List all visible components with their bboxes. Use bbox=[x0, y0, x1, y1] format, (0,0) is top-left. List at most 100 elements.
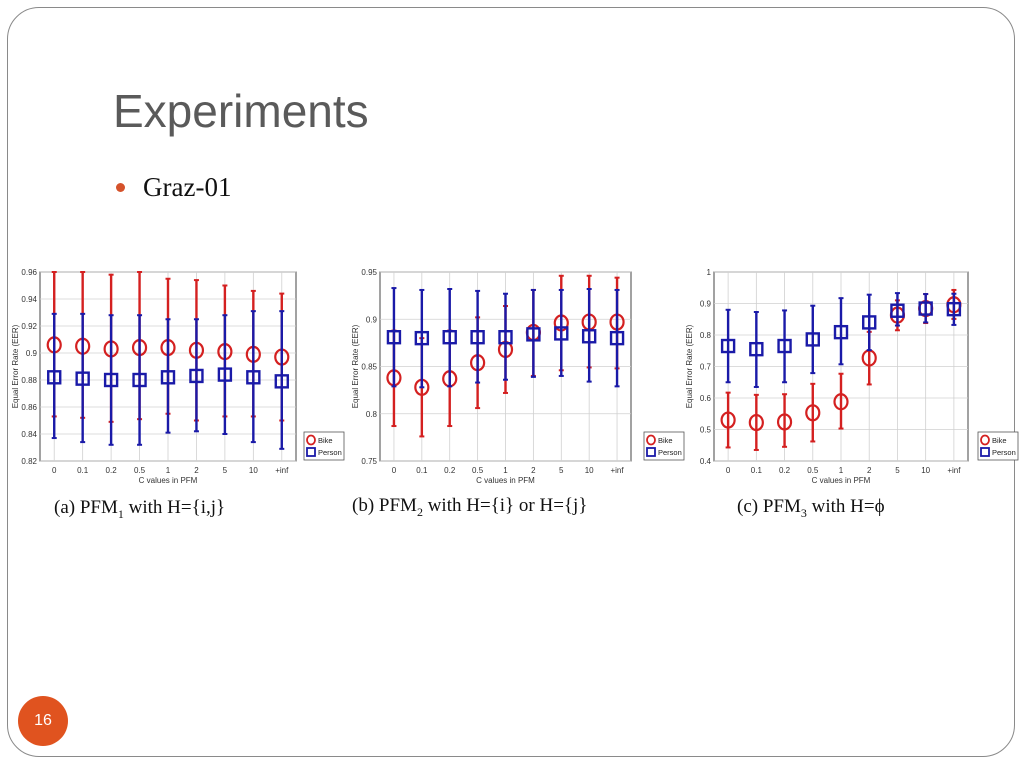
legend: Bike Person bbox=[643, 431, 685, 461]
caption-a-pre: (a) PFM bbox=[54, 497, 118, 518]
y-tick-label: 0.8 bbox=[366, 410, 378, 419]
y-axis-label: Equal Error Rate (EER) bbox=[351, 324, 360, 408]
x-tick-label: +inf bbox=[610, 466, 624, 475]
data-point-person bbox=[160, 370, 176, 385]
data-point-person bbox=[526, 327, 541, 342]
series-person bbox=[47, 310, 289, 450]
x-tick-label: 5 bbox=[559, 466, 564, 475]
data-point-person bbox=[805, 332, 820, 347]
legend: Bike Person bbox=[303, 431, 345, 461]
chart-pfm3: 0.40.50.60.70.80.910 0.1 0.2 0.5 1 2 5 10 +infC … bbox=[685, 268, 1019, 485]
x-tick-label: +inf bbox=[275, 466, 289, 475]
x-tick-label: 5 bbox=[895, 466, 900, 475]
caption-a-post: with H={i,j} bbox=[123, 497, 226, 518]
bullet-dot-icon bbox=[116, 183, 125, 192]
x-tick-label: 5 bbox=[223, 466, 228, 475]
y-tick-label: 0.6 bbox=[700, 394, 712, 403]
x-tick-label: 0.1 bbox=[416, 466, 428, 475]
y-tick-label: 0.8 bbox=[700, 331, 712, 340]
caption-c-pre: (c) PFM bbox=[737, 496, 801, 517]
y-tick-label: 0.9 bbox=[700, 300, 712, 309]
data-point-person bbox=[217, 367, 233, 382]
y-tick-label: 0.95 bbox=[361, 268, 377, 277]
x-tick-label: 1 bbox=[839, 466, 844, 475]
data-point-person bbox=[498, 330, 513, 345]
caption-b-sub: 2 bbox=[416, 504, 423, 519]
x-axis-label: C values in PFM bbox=[812, 476, 871, 485]
data-point-person bbox=[442, 330, 457, 345]
y-tick-label: 0.86 bbox=[21, 403, 37, 412]
y-tick-label: 0.94 bbox=[21, 295, 37, 304]
data-point-bike bbox=[833, 393, 849, 411]
legend-label: Person bbox=[658, 448, 682, 457]
y-tick-label: 0.88 bbox=[21, 376, 37, 385]
x-tick-label: 0.5 bbox=[134, 466, 146, 475]
bullet-text: Graz-01 bbox=[143, 172, 232, 202]
x-tick-label: 0.2 bbox=[779, 466, 791, 475]
data-point-person bbox=[777, 338, 792, 354]
data-point-person bbox=[609, 330, 625, 346]
data-point-person bbox=[132, 372, 147, 388]
data-point-person bbox=[862, 315, 877, 330]
legend-marker-person bbox=[646, 447, 656, 457]
legend-marker-person bbox=[306, 447, 316, 457]
data-point-person bbox=[274, 374, 289, 389]
x-tick-label: 0.1 bbox=[751, 466, 763, 475]
x-axis-label: C values in PFM bbox=[476, 476, 535, 485]
legend-label: Bike bbox=[318, 436, 333, 445]
chart-pfm2: 0.75 0.8 0.85 0.9 0.95 0 0.1 0.2 0.5 1 2 5 10 +inf C v… bbox=[351, 268, 685, 485]
x-tick-label: 10 bbox=[921, 466, 930, 475]
page-number-badge: 16 bbox=[18, 696, 68, 746]
x-axis-label: C values in PFM bbox=[139, 476, 198, 485]
y-tick-label: 0.92 bbox=[21, 322, 37, 331]
x-tick-label: +inf bbox=[947, 466, 961, 475]
x-tick-label: 0.5 bbox=[472, 466, 484, 475]
data-point-bike bbox=[748, 413, 764, 432]
caption-c: (c) PFM3 with H=ϕ bbox=[737, 496, 885, 521]
data-point-bike bbox=[776, 413, 793, 431]
x-tick-label: 0.1 bbox=[77, 466, 89, 475]
series-person bbox=[720, 292, 962, 388]
y-tick-label: 0.82 bbox=[21, 457, 37, 466]
x-tick-label: 2 bbox=[867, 466, 872, 475]
data-point-person bbox=[581, 329, 597, 344]
data-point-person bbox=[103, 372, 119, 388]
y-tick-label: 0.75 bbox=[361, 457, 377, 466]
data-point-bike bbox=[805, 404, 821, 422]
data-point-person bbox=[554, 326, 569, 341]
data-point-person bbox=[414, 330, 430, 346]
y-tick-label: 0.4 bbox=[700, 457, 712, 466]
legend: Bike Person bbox=[977, 431, 1019, 461]
x-tick-label: 0 bbox=[392, 466, 397, 475]
x-tick-label: 1 bbox=[503, 466, 508, 475]
chart-pfm1: 0.82 0.84 0.86 0.88 0.9 0.92 0.94 0.96 0 0.1 0.2 0.… bbox=[11, 268, 345, 485]
x-tick-label: 0.2 bbox=[106, 466, 118, 475]
caption-a: (a) PFM1 with H={i,j} bbox=[54, 497, 225, 522]
bullet-item: Graz-01 bbox=[116, 172, 231, 203]
legend-label: Bike bbox=[658, 436, 673, 445]
legend-label: Person bbox=[318, 448, 342, 457]
series-person bbox=[386, 287, 625, 389]
y-axis-label: Equal Error Rate (EER) bbox=[685, 324, 694, 408]
data-point-person bbox=[470, 330, 485, 345]
slide-title: Experiments bbox=[113, 85, 369, 137]
legend-label: Bike bbox=[992, 436, 1007, 445]
y-tick-label: 0.5 bbox=[700, 426, 712, 435]
y-tick-label: 0.85 bbox=[361, 363, 377, 372]
legend-marker-bike bbox=[646, 434, 656, 446]
data-point-person bbox=[720, 338, 736, 354]
y-tick-label: 1 bbox=[707, 268, 712, 277]
y-tick-label: 0.9 bbox=[366, 315, 378, 324]
x-tick-label: 2 bbox=[531, 466, 536, 475]
x-tick-label: 2 bbox=[194, 466, 199, 475]
caption-c-post: with H=ϕ bbox=[806, 496, 885, 517]
data-point-person bbox=[946, 301, 962, 317]
caption-a-sub: 1 bbox=[117, 506, 124, 521]
x-tick-label: 10 bbox=[585, 466, 594, 475]
legend-marker-bike bbox=[980, 434, 990, 446]
data-point-person bbox=[749, 341, 764, 357]
data-point-person bbox=[386, 330, 402, 345]
caption-c-sub: 3 bbox=[800, 505, 807, 520]
y-tick-label: 0.96 bbox=[21, 268, 37, 277]
legend-marker-person bbox=[980, 447, 990, 457]
